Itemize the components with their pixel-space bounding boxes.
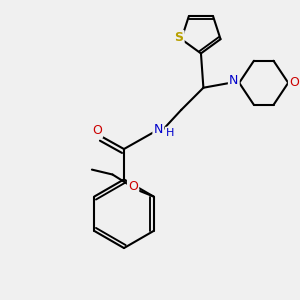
Text: N: N — [229, 74, 239, 87]
Text: H: H — [166, 128, 174, 138]
Text: S: S — [174, 31, 183, 44]
Text: O: O — [289, 76, 299, 89]
Text: O: O — [128, 180, 138, 193]
Text: N: N — [154, 123, 163, 136]
Text: O: O — [92, 124, 102, 137]
